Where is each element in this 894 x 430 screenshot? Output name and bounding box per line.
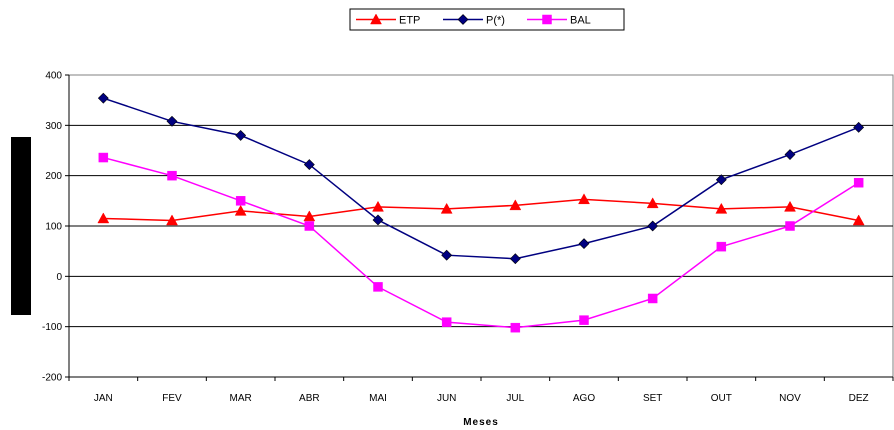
data-point: [509, 253, 521, 265]
x-tick-label: JUL: [506, 393, 524, 404]
data-point: [578, 238, 590, 250]
y-tick-label: -100: [42, 322, 62, 333]
y-axis-label-redaction: [11, 137, 31, 315]
series-etp: [97, 193, 865, 226]
series-line: [103, 198, 859, 222]
x-tick-label: SET: [643, 393, 662, 404]
data-point: [235, 129, 247, 141]
data-point: [166, 115, 178, 127]
data-point: [98, 152, 109, 163]
data-point: [440, 202, 453, 214]
y-tick-label: 0: [56, 272, 62, 283]
data-point: [852, 214, 865, 226]
data-point: [578, 193, 590, 205]
x-tick-label: NOV: [779, 393, 801, 404]
data-point: [784, 149, 796, 160]
x-axis-title: Meses: [463, 417, 499, 428]
x-tick-label: OUT: [711, 393, 732, 404]
x-tick-label: DEZ: [849, 393, 869, 404]
data-point: [97, 92, 109, 104]
data-point: [646, 197, 659, 209]
legend-marker: [542, 14, 552, 25]
y-tick-label: 100: [45, 222, 62, 233]
data-point: [579, 315, 589, 325]
data-point: [785, 221, 795, 231]
data-point: [167, 170, 177, 181]
legend-label: BAL: [570, 15, 591, 27]
data-point: [509, 199, 522, 211]
data-point: [784, 200, 796, 212]
x-tick-label: MAR: [230, 393, 252, 404]
legend: ETP P(*) BAL: [349, 8, 625, 31]
data-point: [716, 241, 727, 252]
data-point: [372, 214, 384, 226]
data-point: [235, 196, 246, 206]
data-point: [303, 210, 316, 222]
x-tick-label: AGO: [573, 393, 595, 404]
grid: [69, 124, 893, 328]
data-point: [647, 293, 658, 304]
data-point: [853, 177, 864, 188]
x-tick-label: JUN: [437, 393, 456, 404]
legend-entry: BAL: [527, 15, 591, 27]
x-tick-label: MAI: [369, 393, 387, 404]
series-group: [97, 92, 865, 333]
data-point: [303, 159, 315, 171]
data-point: [373, 282, 383, 292]
data-point: [97, 212, 110, 224]
x-tick-label: JAN: [94, 393, 113, 404]
data-point: [715, 202, 728, 214]
data-point: [304, 221, 315, 231]
data-point: [441, 317, 452, 327]
data-point: [715, 174, 727, 186]
data-point: [510, 322, 521, 333]
data-point: [441, 249, 453, 261]
series-bal: [98, 152, 864, 333]
x-tick-label: ABR: [299, 393, 320, 404]
legend-label: P(*): [486, 15, 505, 27]
legend-entry: ETP: [356, 13, 420, 27]
y-tick-label: -200: [42, 373, 62, 384]
legend-marker: [370, 13, 382, 25]
data-point: [853, 121, 865, 133]
y-tick-label: 300: [45, 121, 62, 132]
legend-marker: [457, 14, 469, 25]
series-line: [103, 156, 860, 329]
legend-box: [349, 8, 625, 31]
data-point: [234, 204, 247, 216]
data-point: [647, 220, 659, 232]
series-line: [103, 97, 859, 260]
y-tick-label: 200: [45, 171, 62, 182]
y-tick-label: 400: [45, 71, 62, 82]
legend-entry: P(*): [443, 14, 505, 27]
x-tick-label: FEV: [162, 393, 182, 404]
legend-label: ETP: [399, 15, 420, 27]
axes: -200 -100 0 100 200 300 400 JAN FEV MAR ABR MAI JUN J…: [42, 71, 894, 404]
data-point: [372, 200, 384, 212]
data-point: [166, 214, 178, 226]
series-p: [97, 92, 865, 265]
